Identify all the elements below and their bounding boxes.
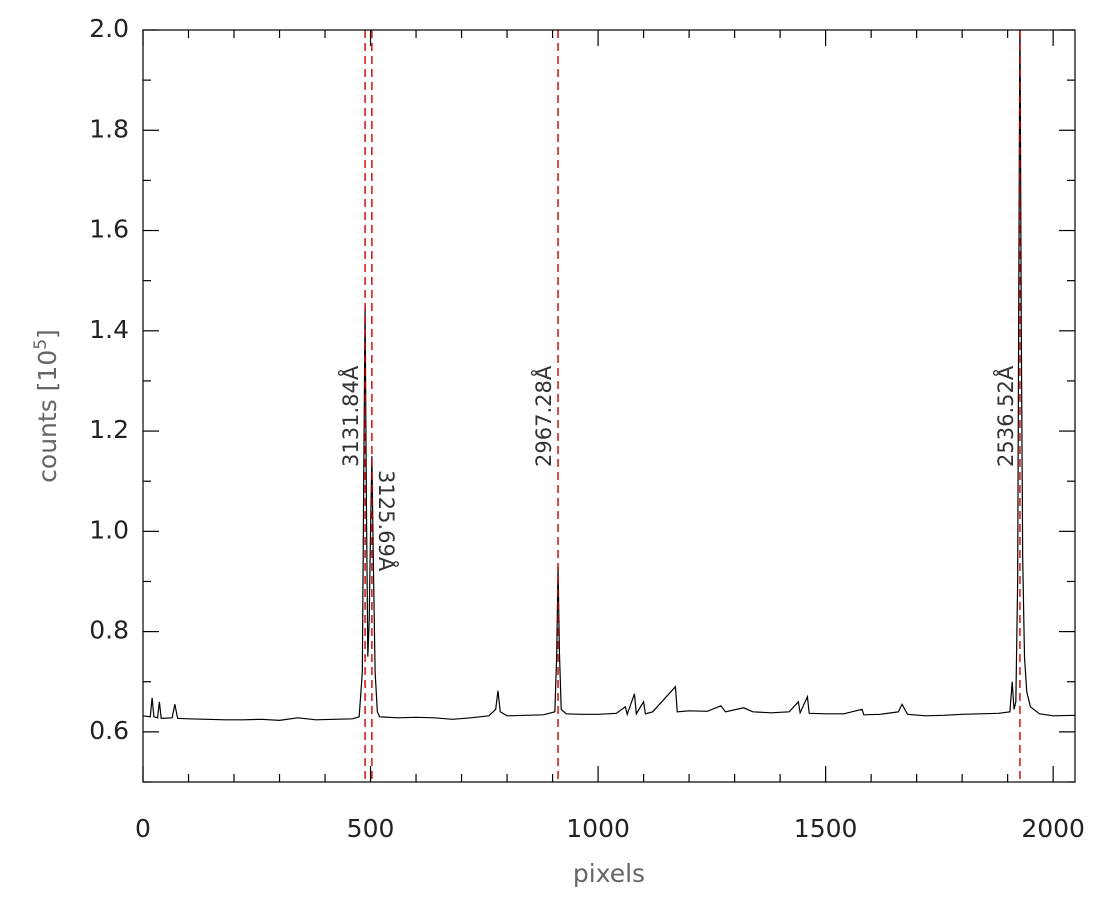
x-tick-label: 0 xyxy=(135,814,151,843)
x-tick-label: 2000 xyxy=(1021,814,1085,843)
y-tick-label: 1.4 xyxy=(89,315,129,344)
y-axis-title-exponent: 5 xyxy=(31,339,51,350)
y-tick-label: 0.8 xyxy=(89,616,129,645)
y-tick-label: 2.0 xyxy=(89,14,129,43)
spectrum-line xyxy=(143,30,1075,721)
line-label: 3131.84Å xyxy=(337,365,363,467)
x-axis-title: pixels xyxy=(573,859,645,888)
x-tick-label: 1000 xyxy=(566,814,630,843)
line-label: 3125.69Å xyxy=(374,470,400,572)
y-tick-label: 1.0 xyxy=(89,515,129,544)
y-axis-title-text: counts [10 xyxy=(33,350,62,483)
y-axis-title-end: ] xyxy=(33,329,62,339)
line-label: 2967.28Å xyxy=(530,365,556,467)
y-tick-label: 1.6 xyxy=(89,215,129,244)
line-label: 2536.52Å xyxy=(992,365,1018,467)
y-tick-label: 1.8 xyxy=(89,114,129,143)
y-tick-label: 1.2 xyxy=(89,415,129,444)
y-tick-label: 0.6 xyxy=(89,716,129,745)
plot-frame xyxy=(142,29,1076,783)
x-tick-label: 1500 xyxy=(794,814,858,843)
plot-area xyxy=(143,30,1075,721)
x-tick-label: 500 xyxy=(347,814,395,843)
y-axis-title: counts [105] xyxy=(31,329,62,483)
